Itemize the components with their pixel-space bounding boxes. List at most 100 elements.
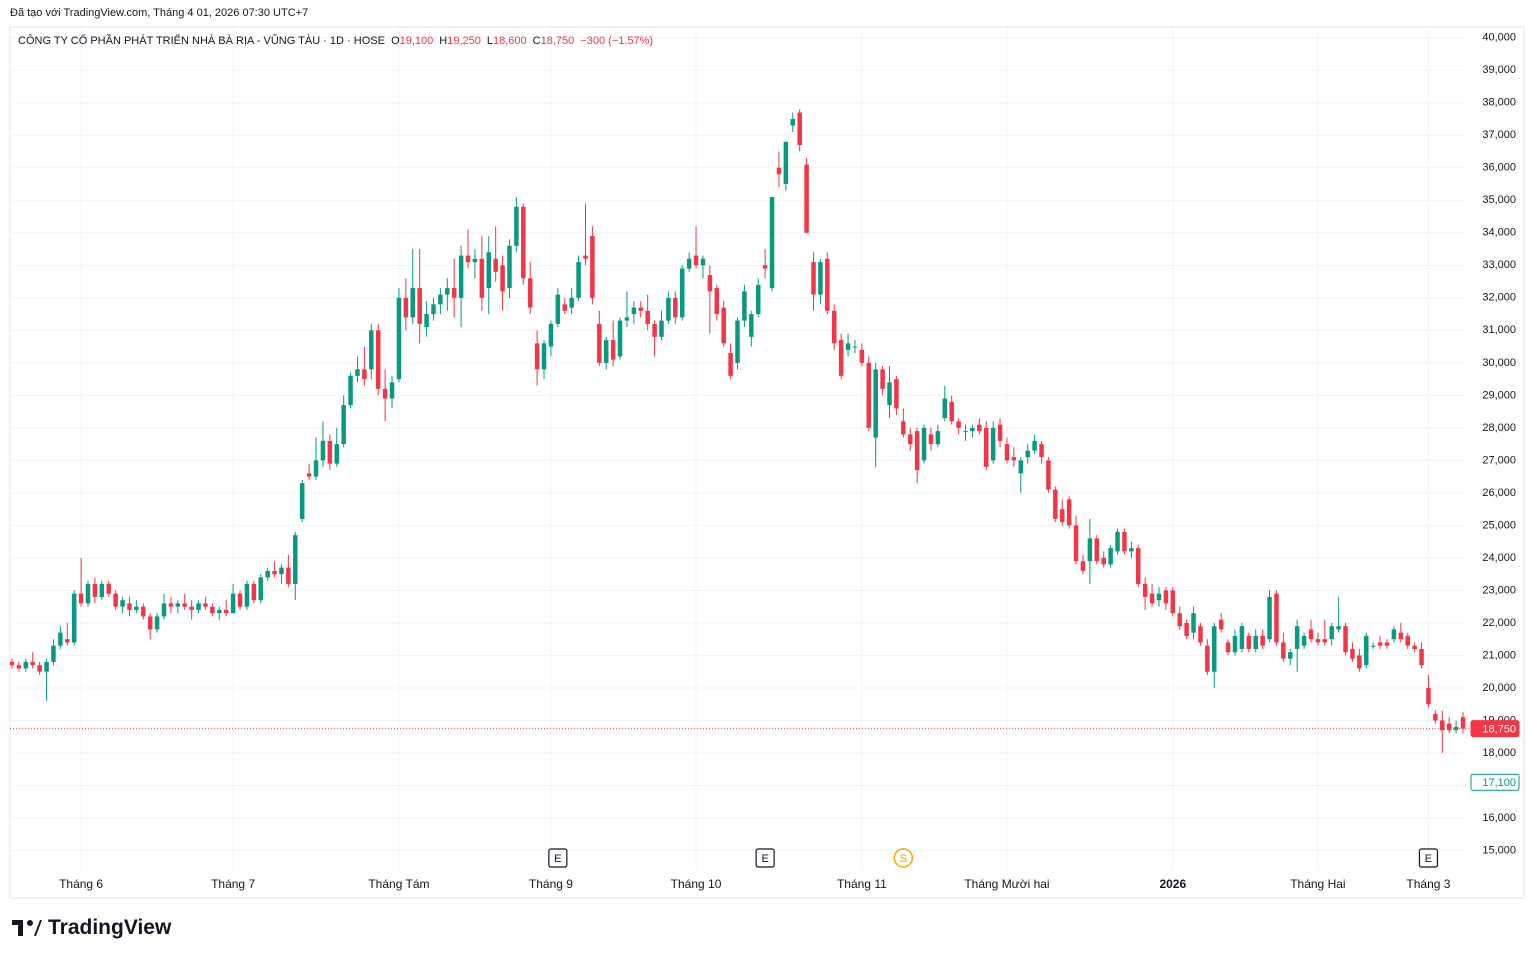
candle-body <box>659 320 664 337</box>
candle <box>120 596 125 614</box>
candle <box>382 369 388 422</box>
candle <box>134 600 139 614</box>
candle <box>997 418 1003 448</box>
candle <box>645 294 650 331</box>
candle-body <box>1191 613 1196 633</box>
candle-body <box>590 236 595 298</box>
candle <box>1440 710 1445 753</box>
candle-body <box>1294 626 1300 649</box>
candle <box>1288 648 1293 666</box>
candle <box>797 109 802 152</box>
candle <box>306 463 312 480</box>
y-tick-label: 22,000 <box>1482 617 1516 629</box>
candle <box>9 658 15 669</box>
candle <box>458 245 464 328</box>
candle <box>479 236 485 311</box>
candle <box>1205 639 1210 675</box>
candle <box>141 603 146 620</box>
candle-body <box>479 258 485 298</box>
candle-body <box>1343 626 1348 653</box>
o-key: O <box>391 35 400 47</box>
candle <box>1039 440 1044 464</box>
candle <box>907 427 913 451</box>
candle <box>1004 437 1010 464</box>
candle-body <box>901 421 906 435</box>
candle-body <box>293 535 298 584</box>
candle-body <box>451 288 457 298</box>
candle <box>85 580 91 607</box>
candle-body <box>465 255 471 263</box>
candle-body <box>327 440 333 464</box>
candle-body <box>230 593 236 614</box>
price-label: 17,100 <box>1482 777 1516 789</box>
candle-body <box>617 320 623 357</box>
h: 19,250 <box>447 35 481 47</box>
price-label-box <box>1470 773 1520 791</box>
candle-body <box>956 421 961 428</box>
candle <box>783 141 789 191</box>
candle-body <box>500 265 505 292</box>
candle <box>154 613 160 633</box>
candle-body <box>37 665 42 672</box>
candle <box>1163 587 1169 610</box>
candle-body <box>555 294 561 324</box>
candle <box>583 203 588 266</box>
candle-body <box>1142 583 1148 597</box>
candle-body <box>790 119 796 126</box>
candle <box>203 596 208 610</box>
candle-body <box>1018 460 1024 474</box>
candle <box>555 288 561 328</box>
candle <box>1322 619 1328 646</box>
candle-body <box>1446 723 1452 731</box>
candle <box>375 323 381 396</box>
candle-body <box>811 262 816 295</box>
candle <box>686 252 692 272</box>
candle-body <box>493 258 498 272</box>
candle-body <box>127 603 132 610</box>
y-tick-label: 16,000 <box>1482 812 1516 824</box>
candle <box>30 652 35 669</box>
candle <box>666 291 671 324</box>
candle-body <box>907 434 913 445</box>
candle-body <box>514 206 519 246</box>
candle <box>1080 554 1086 575</box>
candle-body <box>223 609 229 614</box>
candle-body <box>845 343 851 350</box>
candle <box>942 385 948 422</box>
candle-body <box>1405 635 1410 646</box>
candle-body <box>1301 635 1307 646</box>
candle <box>1136 544 1141 588</box>
candle <box>638 301 644 318</box>
candle-body <box>313 460 319 477</box>
candle <box>548 320 554 357</box>
candle <box>1218 613 1224 633</box>
event-marker <box>893 848 914 868</box>
candle-body <box>1198 626 1203 643</box>
candle-body <box>1384 642 1390 646</box>
x-tick-label: Tháng Hai <box>1290 877 1345 891</box>
candle <box>1108 544 1113 568</box>
candle <box>445 278 450 311</box>
candle-body <box>1322 639 1328 643</box>
candle-body <box>1177 613 1182 627</box>
candle-body <box>1205 645 1210 672</box>
candle-body <box>272 570 277 575</box>
candle <box>210 603 215 617</box>
candle <box>742 284 747 328</box>
candle <box>1370 642 1376 649</box>
candle-body <box>217 609 222 614</box>
candle <box>265 567 270 581</box>
candle-body <box>1308 629 1314 640</box>
candle <box>355 356 360 383</box>
candle <box>396 288 402 383</box>
candle <box>1149 583 1155 607</box>
candle <box>493 226 498 282</box>
candle <box>99 580 105 601</box>
y-tick-label: 20,000 <box>1482 682 1516 694</box>
candle-body <box>182 603 187 607</box>
candle <box>327 434 333 471</box>
candle-body <box>458 255 464 298</box>
x-tick-label: Tháng 6 <box>59 877 103 891</box>
candle-body <box>1011 457 1017 461</box>
candle-body <box>396 297 402 380</box>
